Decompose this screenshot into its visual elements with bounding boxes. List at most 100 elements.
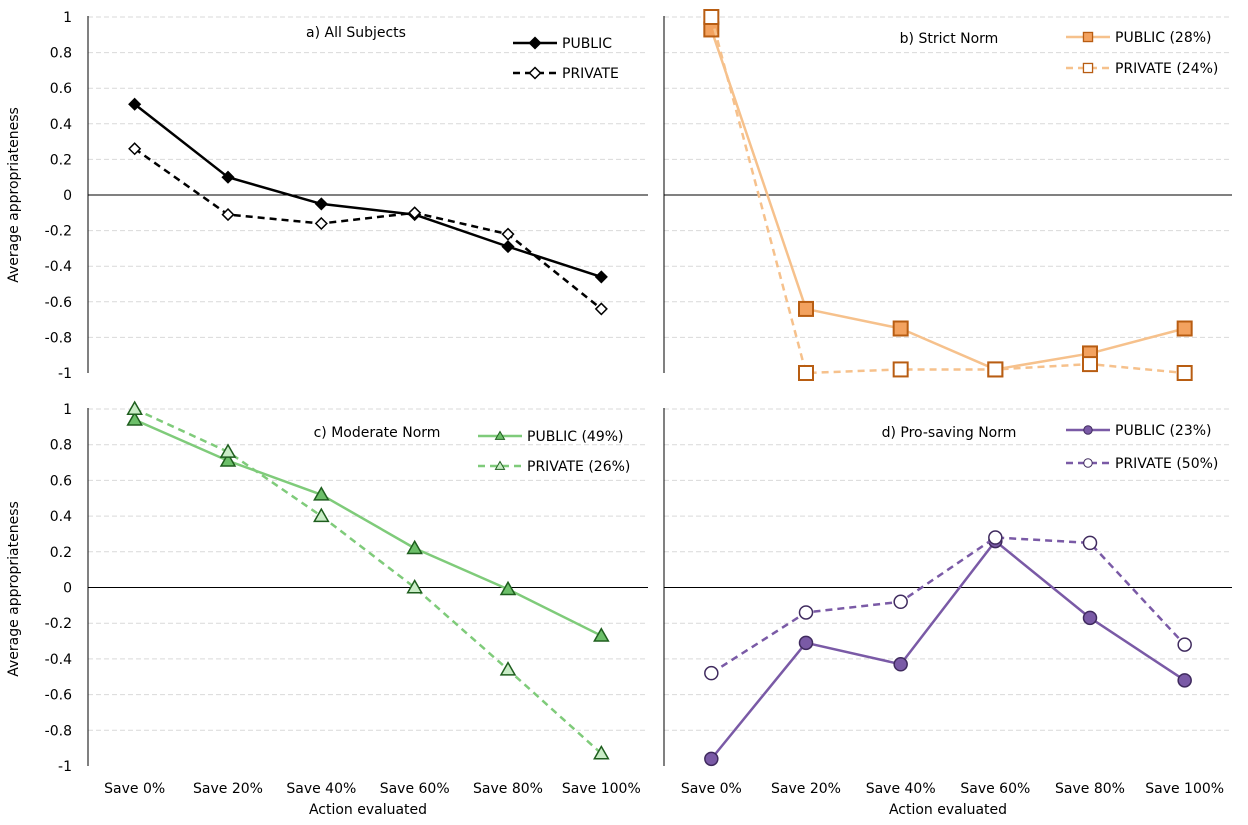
legend-entry: PRIVATE (26%) <box>478 459 630 475</box>
legend-marker-shape <box>528 66 542 80</box>
y-tick-label: 0.8 <box>50 438 72 454</box>
data-point-public <box>314 197 328 211</box>
legend-label: PRIVATE <box>562 66 619 82</box>
legend-marker-shape <box>494 460 506 470</box>
x-tick-label: Save 100% <box>1145 781 1224 797</box>
legend-label: PUBLIC (28%) <box>1115 30 1212 46</box>
data-point-public-shape <box>219 452 237 467</box>
series-line-public <box>710 539 1186 760</box>
data-point-private-shape <box>1082 356 1098 373</box>
y-tick-label: 0.6 <box>50 81 72 97</box>
data-point-private <box>704 665 719 681</box>
legend-label: PUBLIC (49%) <box>527 429 624 445</box>
data-point-private-shape <box>798 365 814 381</box>
y-tick-label: 1 <box>63 402 72 418</box>
data-point-public <box>221 170 235 184</box>
data-point-private <box>892 361 909 378</box>
legend-marker <box>1082 31 1094 43</box>
panel-title: d) Pro-saving Norm <box>882 425 1017 441</box>
y-tick-label: -0.2 <box>45 224 72 240</box>
data-point-private <box>1177 637 1192 652</box>
legend-marker-shape <box>528 36 542 50</box>
x-tick-label: Save 60% <box>380 781 450 797</box>
legend-entry: PUBLIC (49%) <box>478 429 624 445</box>
legend-marker-shape <box>1082 62 1094 74</box>
data-point-private-shape <box>501 227 515 241</box>
x-axis-label: Action evaluated <box>309 802 427 818</box>
y-tick-label: -1 <box>58 366 72 382</box>
legend-entry: PUBLIC (28%) <box>1066 30 1212 46</box>
data-point-private-shape <box>798 605 814 620</box>
y-tick-label: 0.8 <box>50 46 72 62</box>
y-tick-label: -0.6 <box>45 295 72 311</box>
series-line-public <box>133 103 602 279</box>
panel-title: c) Moderate Norm <box>314 425 441 441</box>
data-point-public-shape <box>221 170 235 184</box>
series-line-private <box>134 407 603 755</box>
data-point-private-shape <box>126 400 143 415</box>
data-point-private <box>406 578 423 594</box>
data-point-public-shape <box>313 486 330 501</box>
data-point-public-shape <box>594 270 608 284</box>
legend-marker-shape <box>1083 425 1093 435</box>
data-point-private <box>499 661 517 676</box>
y-axis-label: Average appropriateness <box>6 107 22 283</box>
data-point-private <box>593 744 610 760</box>
data-point-public <box>593 627 610 642</box>
data-point-private <box>501 227 515 241</box>
data-point-public <box>893 657 908 672</box>
panel-3: 1 0.8 0.6 0.4 0.2 0 -0.2 -0.4 -0.6 -0.8 -1 Average … <box>6 400 648 818</box>
series-line-public <box>710 29 1185 371</box>
data-point-public <box>128 97 142 111</box>
legend-label: PUBLIC (23%) <box>1115 423 1212 439</box>
data-point-public <box>499 580 517 596</box>
data-point-private <box>314 216 328 231</box>
legend-marker <box>528 66 542 80</box>
legend-entry: PRIVATE (50%) <box>1066 456 1218 472</box>
data-point-private <box>893 594 908 610</box>
data-point-private-shape <box>594 302 608 316</box>
y-tick-label: 1 <box>63 10 72 26</box>
data-point-public-shape <box>501 240 515 254</box>
y-tick-label: 0 <box>63 581 72 597</box>
panel-title: a) All Subjects <box>306 25 406 41</box>
x-tick-label: Save 80% <box>1055 781 1125 797</box>
data-point-public-shape <box>406 539 423 555</box>
data-point-private <box>128 142 142 156</box>
y-axis-label: Average appropriateness <box>6 501 22 677</box>
data-point-private-shape <box>1082 535 1098 551</box>
legend-marker <box>1083 425 1093 435</box>
legend-marker-shape <box>494 430 506 440</box>
series-line-public <box>134 418 602 637</box>
data-point-public <box>501 240 515 254</box>
x-tick-label: Save 20% <box>771 781 841 797</box>
data-point-public <box>313 486 330 501</box>
x-tick-label: Save 40% <box>286 781 356 797</box>
data-point-private-shape <box>1176 365 1193 381</box>
legend-marker-shape <box>1082 31 1094 43</box>
data-point-public <box>798 635 814 651</box>
y-tick-label: -1 <box>58 759 72 775</box>
x-axis-label: Action evaluated <box>889 802 1007 818</box>
data-point-private <box>798 605 814 620</box>
x-tick-label: Save 100% <box>562 781 641 797</box>
y-tick-label: -0.4 <box>45 652 72 668</box>
series-line-private <box>710 16 1185 375</box>
data-point-public-shape <box>893 657 908 672</box>
legend-label: PRIVATE (24%) <box>1115 61 1218 77</box>
y-tick-label: -0.8 <box>45 723 72 739</box>
legend-marker <box>1082 62 1094 74</box>
legend-label: PRIVATE (26%) <box>527 459 630 475</box>
data-point-public <box>798 300 814 317</box>
data-point-private-shape <box>406 578 423 594</box>
data-point-private-shape <box>893 594 908 610</box>
x-tick-label: Save 20% <box>193 781 263 797</box>
data-point-private <box>126 400 143 415</box>
x-tick-label: Save 60% <box>960 781 1030 797</box>
data-point-public <box>1176 320 1193 337</box>
data-point-public <box>892 320 909 337</box>
data-point-public <box>219 452 237 467</box>
y-tick-label: 0.6 <box>50 473 72 489</box>
data-point-private-shape <box>313 507 330 523</box>
